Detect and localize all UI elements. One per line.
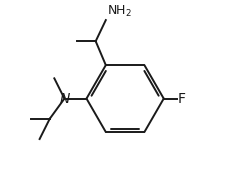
Text: NH$_2$: NH$_2$ (106, 4, 131, 19)
Text: F: F (177, 92, 185, 106)
Text: N: N (59, 92, 69, 106)
